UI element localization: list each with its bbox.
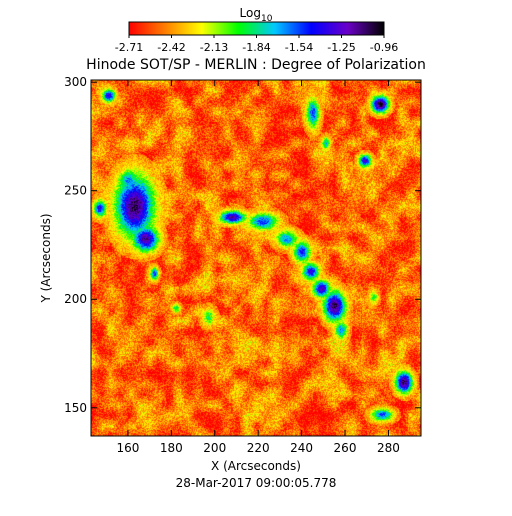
- colorbar-tick-label: -2.13: [200, 41, 228, 54]
- chart-title: Hinode SOT/SP - MERLIN : Degree of Polar…: [86, 57, 426, 73]
- y-tick-label: 250: [64, 184, 87, 198]
- y-tick-label: 150: [64, 401, 87, 415]
- plot-frame: [90, 79, 422, 437]
- colorbar-tick-label: -1.25: [327, 41, 355, 54]
- x-tick-label: 180: [160, 441, 183, 455]
- x-tick-label: 160: [116, 441, 139, 455]
- colorbar-tick-label: -2.42: [157, 41, 185, 54]
- x-axis-label: X (Arcseconds): [211, 459, 301, 473]
- colorbar-title: Log10: [240, 6, 273, 24]
- x-tick-label: 280: [377, 441, 400, 455]
- observation-date: 28-Mar-2017 09:00:05.778: [176, 476, 337, 490]
- colorbar-tick-label: -1.54: [285, 41, 313, 54]
- colorbar-tick-label: -0.96: [370, 41, 398, 54]
- colorbar-title-subscript: 10: [261, 14, 273, 24]
- y-axis: 150 200 250 300: [64, 75, 421, 415]
- x-tick-label: 220: [247, 441, 270, 455]
- colorbar-title-main: Log: [240, 6, 261, 20]
- y-tick-label: 200: [64, 292, 87, 306]
- x-tick-label: 240: [290, 441, 313, 455]
- heatmap-container: [91, 80, 421, 436]
- x-tick-label: 260: [334, 441, 357, 455]
- y-tick-label: 300: [64, 75, 87, 89]
- x-tick-label: 200: [203, 441, 226, 455]
- y-axis-label: Y (Arcseconds): [39, 213, 53, 303]
- colorbar-tick-labels: -2.71 -2.42 -2.13 -1.84 -1.54 -1.25 -0.96: [115, 35, 398, 54]
- x-axis: 160 180 200 220 240 260 280: [116, 80, 400, 455]
- colorbar: Log10 -2.71 -2.42 -2.13 -1.84 -1.54 -1.25 -0.9…: [115, 6, 398, 54]
- heatmap-image: [91, 80, 421, 436]
- colorbar-tick-label: -1.84: [242, 41, 270, 54]
- colorbar-tick-label: -2.71: [115, 41, 143, 54]
- colorbar-gradient: [128, 21, 385, 36]
